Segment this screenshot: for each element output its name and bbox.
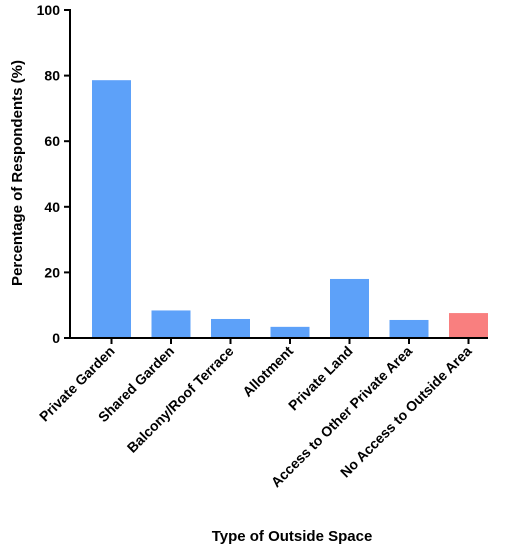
bar-access-to-other-private-area xyxy=(389,319,429,338)
y-ticks: 0 20 40 60 80 100 xyxy=(37,2,70,346)
x-category-label: Allotment xyxy=(239,343,296,400)
y-tick-label: 100 xyxy=(37,2,61,18)
y-tick-label: 40 xyxy=(44,199,60,215)
bar-balcony-roof-terrace xyxy=(211,318,250,338)
y-axis-title: Percentage of Respondents (%) xyxy=(9,60,26,286)
y-tick-label: 20 xyxy=(44,264,60,280)
y-tick-label: 60 xyxy=(44,133,60,149)
bar-no-access-to-outside-area xyxy=(449,313,488,338)
bars-layer xyxy=(92,80,488,338)
x-category-label: Balcony/Roof Terrace xyxy=(124,343,237,456)
bar-shared-garden xyxy=(151,310,191,338)
x-axis-title: Type of Outside Space xyxy=(212,528,373,545)
axes-layer xyxy=(69,9,488,339)
bar-allotment xyxy=(270,326,310,338)
y-tick-label: 80 xyxy=(44,68,60,84)
bar-private-garden xyxy=(92,80,131,338)
y-tick-label: 0 xyxy=(52,330,60,346)
bar-private-land xyxy=(330,278,369,338)
